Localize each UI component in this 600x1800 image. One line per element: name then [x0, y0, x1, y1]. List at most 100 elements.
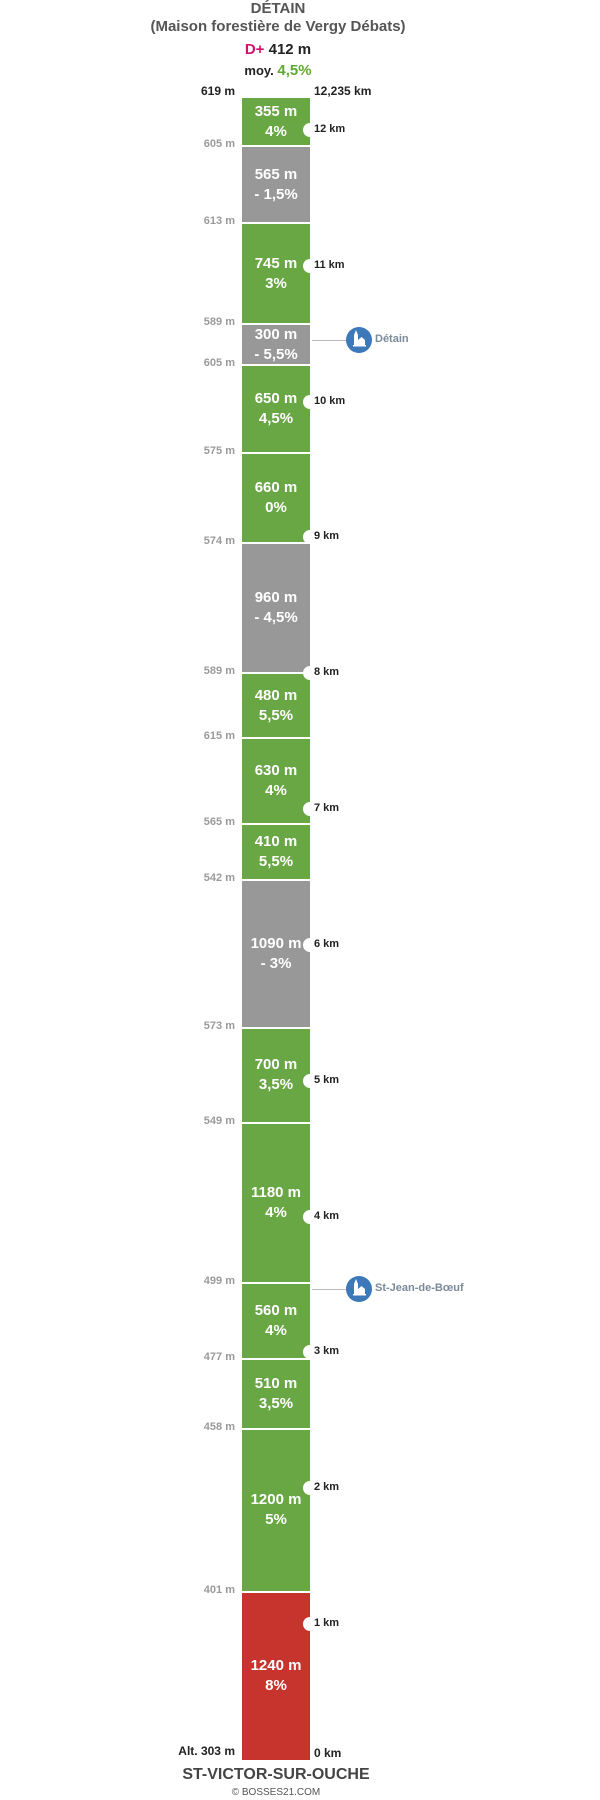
profile-segment: 1090 m - 3% [242, 879, 310, 1028]
segment-divider [242, 1590, 310, 1593]
segment-divider [242, 541, 310, 544]
altitude-label: 605 m [203, 138, 235, 151]
km-marker: 1 km [314, 1617, 340, 1630]
segment-divider [242, 1026, 310, 1029]
km-notch [303, 1209, 317, 1224]
profile-segment: 355 m 4% [242, 98, 310, 147]
segment-grade: - 5,5% [254, 345, 298, 363]
segment-length: 355 m [254, 103, 298, 121]
altitude-label: 549 m [203, 1114, 235, 1127]
profile-segment: 960 m - 4,5% [242, 542, 310, 674]
altitude-label: 542 m [203, 871, 235, 884]
km-marker: 11 km [314, 258, 345, 271]
segment-length: 700 m [254, 1056, 298, 1074]
segment-grade: 5% [265, 1511, 287, 1529]
profile-segment: 745 m 3% [242, 222, 310, 325]
segment-divider [242, 1121, 310, 1124]
km-marker: 6 km [314, 937, 340, 950]
start-location-name: ST-VICTOR-SUR-OUCHE [182, 1766, 370, 1783]
segment-divider [242, 363, 310, 366]
altitude-label: Alt. 303 m [178, 1744, 235, 1758]
altitude-label: 477 m [203, 1351, 235, 1364]
altitude-label: 574 m [203, 534, 235, 547]
segment-grade: 5,5% [258, 852, 294, 870]
segment-divider [242, 145, 310, 148]
altitude-label: 573 m [203, 1019, 235, 1032]
climb-title: DÉTAIN [250, 0, 306, 17]
elevation-gain: D+ 412 m [0, 41, 556, 58]
segment-divider [242, 823, 310, 826]
segment-grade: - 3% [260, 954, 292, 972]
poi-label: St-Jean-de-Bœuf [375, 1281, 464, 1294]
km-marker: 8 km [314, 666, 340, 679]
profile-segment: 300 m - 5,5% [242, 324, 310, 365]
segment-length: 410 m [254, 832, 298, 850]
profile-segment: 1180 m 4% [242, 1122, 310, 1284]
elevation-gain-value: 412 m [268, 41, 312, 58]
segment-grade: 4% [265, 123, 287, 141]
profile-segment: 510 m 3,5% [242, 1359, 310, 1429]
poi-connector-line [312, 1288, 348, 1290]
segment-divider [242, 1427, 310, 1430]
profile-segment: 480 m 5,5% [242, 673, 310, 739]
altitude-label: 589 m [203, 316, 235, 329]
altitude-label: 575 m [203, 445, 235, 458]
elevation-gain-label: D+ [244, 41, 265, 58]
church-icon [346, 1275, 372, 1302]
segment-divider [242, 1358, 310, 1361]
km-notch [303, 1481, 317, 1496]
profile-segment: 650 m 4,5% [242, 364, 310, 454]
altitude-label: 615 m [203, 730, 235, 743]
segment-length: 1180 m [250, 1184, 302, 1202]
segment-length: 745 m [254, 254, 298, 272]
average-grade-value: 4,5% [277, 62, 312, 79]
segment-grade: - 1,5% [254, 185, 298, 203]
segment-length: 960 m [254, 589, 298, 607]
church-icon [346, 327, 372, 354]
km-notch [303, 530, 317, 545]
segment-length: 630 m [254, 762, 298, 780]
segment-divider [242, 221, 310, 224]
profile-segment: 410 m 5,5% [242, 824, 310, 880]
climb-subtitle: (Maison forestière de Vergy Débats) [150, 18, 406, 35]
km-notch [303, 1345, 317, 1360]
altitude-label: 499 m [203, 1275, 235, 1288]
average-grade-label: moy. [244, 63, 274, 78]
average-grade: moy. 4,5% [0, 62, 556, 79]
km-marker: 3 km [314, 1345, 340, 1358]
km-marker: 7 km [314, 802, 340, 815]
km-marker: 9 km [314, 530, 340, 543]
profile-segment: 1240 m 8% [242, 1591, 310, 1760]
altitude-label: 605 m [203, 356, 235, 369]
segment-grade: - 4,5% [254, 609, 298, 627]
segment-divider [242, 737, 310, 740]
segment-divider [242, 1282, 310, 1285]
poi-connector-line [312, 340, 348, 342]
segment-length: 510 m [254, 1374, 298, 1392]
segment-divider [242, 452, 310, 455]
segment-grade: 4% [265, 1322, 287, 1340]
altitude-label: 589 m [203, 665, 235, 678]
km-notch [303, 1617, 317, 1632]
altitude-label: 401 m [203, 1583, 235, 1596]
copyright-notice: © BOSSES21.COM [231, 1787, 321, 1798]
km-notch [303, 122, 317, 137]
km-marker: 12 km [314, 122, 346, 135]
segment-grade: 4% [265, 782, 287, 800]
segment-grade: 8% [265, 1676, 287, 1694]
segment-grade: 4,5% [258, 410, 294, 428]
profile-segment: 630 m 4% [242, 738, 310, 825]
segment-grade: 5,5% [258, 706, 294, 724]
km-notch [303, 258, 317, 273]
km-marker: 4 km [314, 1209, 340, 1222]
segment-length: 565 m [254, 165, 298, 183]
segment-grade: 0% [265, 499, 287, 517]
segment-divider [242, 672, 310, 675]
km-notch [303, 394, 317, 409]
segment-length: 560 m [254, 1302, 298, 1320]
segment-length: 660 m [254, 479, 298, 497]
km-marker: 10 km [314, 394, 346, 407]
km-notch [303, 937, 317, 952]
profile-segment: 560 m 4% [242, 1283, 310, 1360]
